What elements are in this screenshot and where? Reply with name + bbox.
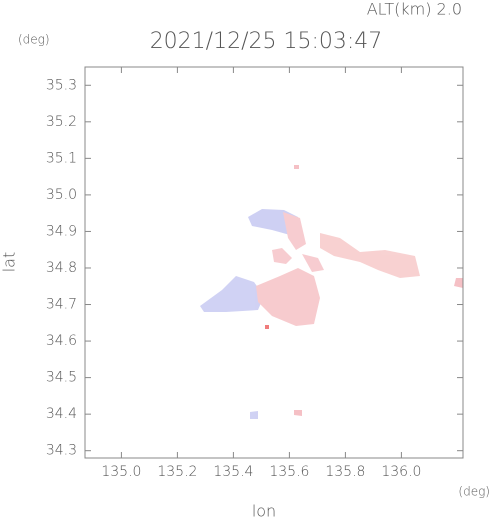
annotation: ALT(km) 2.0 [367, 0, 462, 19]
y-tick-label: 34.7 [46, 297, 77, 313]
x-tick-label: 135.8 [325, 464, 365, 480]
y-tick-label: 34.9 [46, 223, 77, 239]
echo [302, 254, 324, 272]
echo [454, 278, 463, 288]
echo [200, 276, 264, 312]
x-tick-label: 135.4 [213, 464, 253, 480]
echo [283, 212, 306, 250]
y-tick-label: 34.4 [46, 406, 77, 422]
echo [256, 268, 320, 326]
x-tick-label: 135.2 [157, 464, 197, 480]
y-unit: (deg) [18, 33, 50, 47]
x-unit: (deg) [458, 485, 490, 499]
echo [320, 233, 420, 278]
x-tick-label: 136.0 [381, 464, 421, 480]
y-tick-label: 35.1 [46, 150, 77, 166]
echo [265, 325, 269, 329]
x-axis-label: lon [252, 502, 276, 521]
y-tick-label: 34.8 [46, 260, 77, 276]
echo [250, 411, 258, 419]
y-tick-label: 35.0 [46, 187, 77, 203]
y-axis-label: lat [0, 252, 19, 273]
echo [294, 410, 302, 416]
radar-echoes [200, 165, 463, 419]
echo [294, 165, 299, 169]
x-tick-label: 135.0 [101, 464, 141, 480]
y-tick-label: 34.5 [46, 370, 77, 386]
y-tick-label: 35.3 [46, 77, 77, 93]
chart-title: 2021/12/25 15:03:47 [150, 29, 383, 54]
x-tick-label: 135.6 [269, 464, 309, 480]
y-tick-label: 34.6 [46, 333, 77, 349]
y-tick-label: 35.2 [46, 114, 77, 130]
y-tick-label: 34.3 [46, 443, 77, 459]
plot-frame [84, 66, 464, 459]
echo [272, 248, 292, 264]
